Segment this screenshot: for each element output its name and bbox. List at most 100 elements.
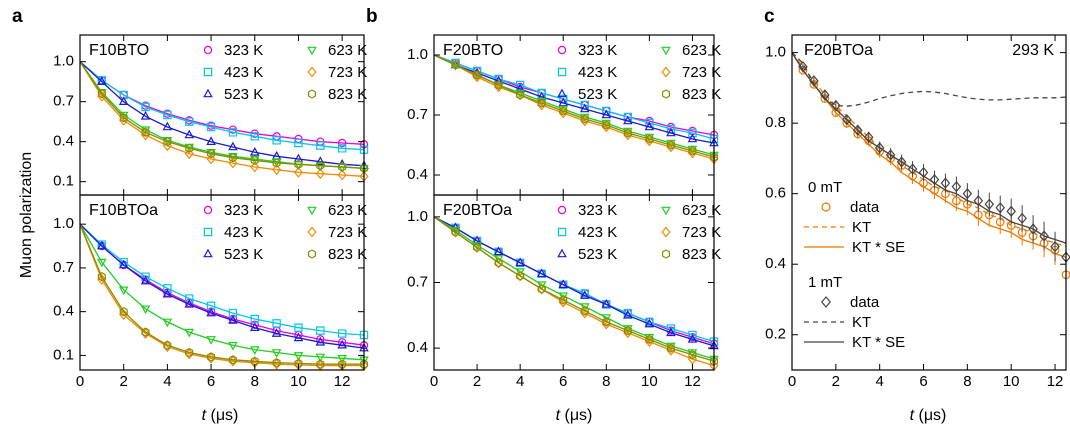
data-point <box>666 127 676 137</box>
legend-label: KT * SE <box>852 239 905 256</box>
x-tick-label: 4 <box>516 373 524 390</box>
data-point <box>359 145 369 154</box>
y-tick-label: 0.6 <box>765 185 786 202</box>
data-point <box>294 323 303 332</box>
data-point <box>941 189 950 199</box>
data-point <box>644 333 655 343</box>
data-point <box>473 70 482 80</box>
data-point <box>623 115 633 125</box>
legend-marker <box>557 88 567 98</box>
data-point <box>601 298 612 308</box>
x-axis-label-c: t (μs) <box>910 407 947 424</box>
y-tick-label: 1.0 <box>407 208 428 225</box>
data-point <box>97 272 106 282</box>
data-point <box>645 118 654 128</box>
y-tick-label: 0.1 <box>53 346 74 363</box>
data-point <box>995 202 1006 214</box>
data-point <box>185 294 194 303</box>
fit-line <box>79 61 365 145</box>
data-point <box>359 330 369 340</box>
data-point <box>97 274 107 286</box>
data-point <box>1050 245 1060 255</box>
data-point <box>709 134 719 144</box>
data-point <box>623 325 632 336</box>
data-point <box>687 133 698 143</box>
data-point <box>558 97 569 107</box>
panel-label: b <box>366 6 378 27</box>
y-tick-label: 0.4 <box>765 255 786 272</box>
data-point <box>875 146 885 156</box>
data-point <box>141 327 150 337</box>
data-point <box>951 196 961 206</box>
data-point <box>973 195 984 207</box>
data-point <box>141 127 150 137</box>
panel-f20bto <box>433 54 719 165</box>
y-tick-label: 0.4 <box>53 303 74 320</box>
data-point <box>559 106 568 116</box>
x-tick-label: 6 <box>559 373 567 390</box>
data-point <box>184 298 195 308</box>
x-tick-label: 10 <box>290 373 307 390</box>
data-point <box>316 141 325 150</box>
x-tick-label: 12 <box>334 373 351 390</box>
data-point <box>97 240 107 250</box>
data-point <box>579 103 590 113</box>
data-point <box>228 157 238 169</box>
legend-label: 323 K <box>224 202 263 219</box>
data-point <box>559 295 568 305</box>
data-point <box>162 288 173 298</box>
data-point <box>316 359 325 369</box>
data-point <box>644 318 655 328</box>
data-point <box>293 166 304 178</box>
legend-marker <box>557 227 567 237</box>
legend-marker <box>661 206 671 216</box>
data-point <box>951 180 962 193</box>
data-point <box>271 349 282 358</box>
data-point <box>315 168 325 180</box>
data-point <box>163 110 172 120</box>
legend-label: 523 K <box>578 86 617 103</box>
data-point <box>293 332 304 342</box>
data-point <box>558 292 569 302</box>
data-point <box>228 128 238 137</box>
data-point <box>515 268 525 277</box>
y-tick-label: 0.4 <box>407 339 428 356</box>
sample-name: F20BTOa <box>443 202 512 219</box>
x-axis-label-b: t (μs) <box>556 407 593 424</box>
data-point <box>207 352 216 362</box>
data-point <box>494 80 503 90</box>
data-point <box>516 90 525 100</box>
legend-label: data <box>850 294 880 311</box>
data-point <box>688 146 697 156</box>
data-point <box>451 60 460 70</box>
data-point <box>929 173 940 186</box>
legend-marker <box>661 46 671 56</box>
legend-marker <box>661 66 671 78</box>
data-point <box>962 199 972 209</box>
data-point <box>206 153 216 165</box>
kt-line <box>791 52 1067 248</box>
legend-marker <box>821 296 831 308</box>
legend-marker <box>661 226 671 238</box>
data-point <box>709 337 719 346</box>
legend-label: data <box>850 199 880 216</box>
legend-marker <box>557 45 567 55</box>
data-point <box>494 258 503 268</box>
legend-marker <box>203 88 213 98</box>
data-point <box>863 131 874 143</box>
y-tick-label: 1.0 <box>53 53 74 70</box>
data-point <box>493 75 504 85</box>
data-point <box>337 339 347 349</box>
y-tick-label: 0.7 <box>53 259 74 276</box>
data-point <box>645 134 654 144</box>
data-point <box>666 124 676 134</box>
data-point <box>537 88 546 98</box>
data-point <box>97 76 107 85</box>
data-point <box>206 122 216 132</box>
legend-label: 523 K <box>578 246 617 263</box>
y-tick-label: 0.7 <box>53 93 74 110</box>
x-tick-label: 8 <box>963 373 971 390</box>
panel-label: a <box>12 6 23 27</box>
data-point <box>493 246 504 256</box>
